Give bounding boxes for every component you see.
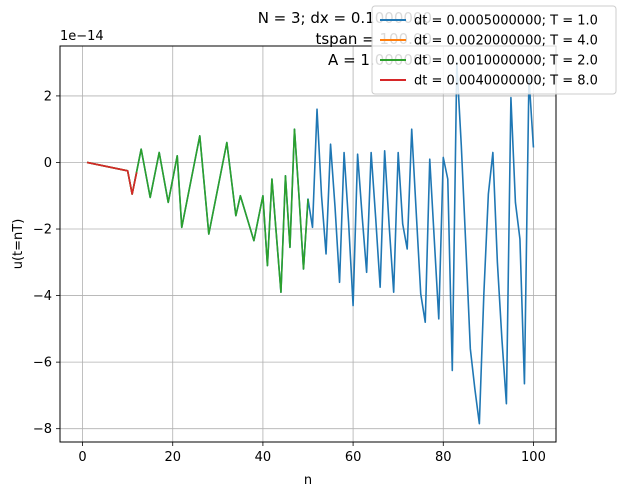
y-tick-label: −6: [33, 356, 52, 371]
x-axis-label: n: [304, 473, 312, 488]
series-line-3: [86, 128, 309, 294]
y-tick-label: −8: [33, 422, 52, 437]
x-tick-label: 20: [164, 450, 181, 465]
series-line-1: [86, 61, 535, 425]
x-tick-label: 0: [78, 450, 86, 465]
axis-ticks: 0 20 40 60 80 100 −8 −6 −4 −2 0 2: [33, 89, 546, 465]
y-tick-label: 2: [44, 89, 52, 104]
legend-entry-1: dt = 0.0005000000; T = 1.0: [414, 14, 598, 29]
x-tick-label: 60: [345, 450, 362, 465]
x-tick-label: 40: [255, 450, 272, 465]
legend-entry-2: dt = 0.0020000000; T = 4.0: [414, 34, 598, 49]
y-tick-label: 0: [44, 156, 52, 171]
x-tick-label: 80: [435, 450, 452, 465]
legend-box: [371, 5, 617, 95]
y-offset-label: 1e−14: [60, 29, 104, 44]
legend-entry-3: dt = 0.0010000000; T = 2.0: [414, 54, 598, 69]
x-tick-label: 100: [521, 450, 546, 465]
legend-entry-4: dt = 0.0040000000; T = 8.0: [414, 74, 598, 89]
series-lines: [86, 61, 535, 425]
plot-frame: [59, 45, 557, 443]
legend: dt = 0.0005000000; T = 1.0 dt = 0.002000…: [371, 5, 617, 95]
y-tick-label: −2: [33, 223, 52, 238]
series-line-4: [86, 161, 138, 195]
y-axis-label: u(t=nT): [11, 219, 26, 270]
grid: [60, 46, 556, 442]
y-tick-label: −4: [33, 289, 52, 304]
